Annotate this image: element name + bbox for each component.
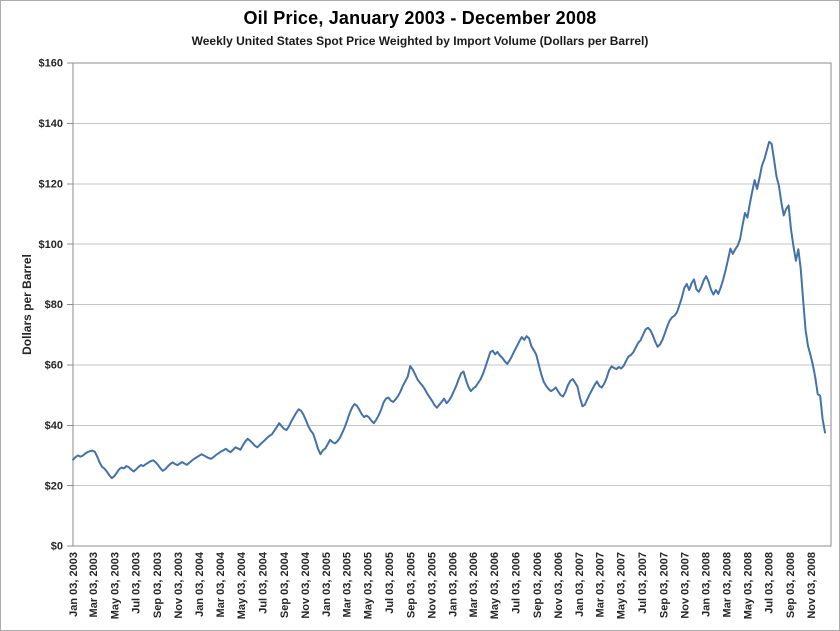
x-tick-label: May 03, 2003 <box>109 552 121 619</box>
x-tick-label: May 03, 2006 <box>489 552 501 619</box>
x-tick-label: Mar 03, 2004 <box>215 551 227 617</box>
y-tick-label: $60 <box>45 360 63 372</box>
x-tick-label: Jan 03, 2003 <box>68 552 80 617</box>
x-tick-label: Nov 03, 2005 <box>426 552 438 619</box>
chart-subtitle: Weekly United States Spot Price Weighted… <box>191 34 649 48</box>
x-tick-label: May 03, 2008 <box>742 552 754 619</box>
x-tick-label: Jan 03, 2004 <box>194 551 206 617</box>
x-tick-label: Mar 03, 2007 <box>594 552 606 617</box>
y-tick-label: $140 <box>39 118 63 130</box>
x-tick-label: Mar 03, 2003 <box>88 552 100 617</box>
y-axis-title: Dollars per Barrel <box>20 254 34 355</box>
x-tick-label: Jan 03, 2006 <box>448 552 460 617</box>
x-tick-label: Jul 03, 2008 <box>764 552 776 614</box>
y-tick-label: $0 <box>51 541 63 553</box>
x-tick-label: Sep 03, 2005 <box>405 552 417 618</box>
x-tick-label: May 03, 2007 <box>616 552 628 619</box>
chart-title: Oil Price, January 2003 - December 2008 <box>243 8 597 28</box>
x-tick-label: Sep 03, 2008 <box>785 552 797 618</box>
x-tick-label: Mar 03, 2008 <box>721 552 733 617</box>
y-tick-label: $20 <box>45 480 63 492</box>
x-tick-label: Sep 03, 2007 <box>658 552 670 618</box>
price-line <box>72 140 826 480</box>
x-tick-label: Nov 03, 2004 <box>300 551 312 619</box>
x-tick-label: Nov 03, 2008 <box>806 552 818 619</box>
y-tick-label: $80 <box>45 299 63 311</box>
y-tick-label: $40 <box>45 420 63 432</box>
x-tick-label: Jul 03, 2003 <box>130 552 142 614</box>
x-tick-label: Mar 03, 2006 <box>468 552 480 617</box>
x-tick-label: Sep 03, 2004 <box>279 551 291 618</box>
y-tick-label: $100 <box>39 239 63 251</box>
x-tick-label: Sep 03, 2003 <box>152 552 164 618</box>
plot-border <box>72 62 832 547</box>
y-tick-label: $160 <box>39 58 63 70</box>
x-tick-label: Sep 03, 2006 <box>532 552 544 618</box>
y-tick-label: $120 <box>39 178 63 190</box>
x-tick-label: Nov 03, 2007 <box>679 552 691 619</box>
x-tick-label: Jan 03, 2005 <box>321 552 333 617</box>
x-tick-label: Jul 03, 2005 <box>384 552 396 614</box>
x-tick-label: Jul 03, 2004 <box>257 551 269 614</box>
x-tick-label: Mar 03, 2005 <box>342 552 354 617</box>
x-tick-label: Jul 03, 2007 <box>637 552 649 614</box>
x-tick-label: Nov 03, 2006 <box>553 552 565 619</box>
x-tick-label: Nov 03, 2003 <box>173 552 185 619</box>
x-tick-label: May 03, 2005 <box>363 552 375 619</box>
x-tick-label: May 03, 2004 <box>236 551 248 619</box>
x-tick-label: Jan 03, 2008 <box>701 552 713 617</box>
x-tick-label: Jan 03, 2007 <box>574 552 586 617</box>
x-tick-label: Jul 03, 2006 <box>510 552 522 614</box>
